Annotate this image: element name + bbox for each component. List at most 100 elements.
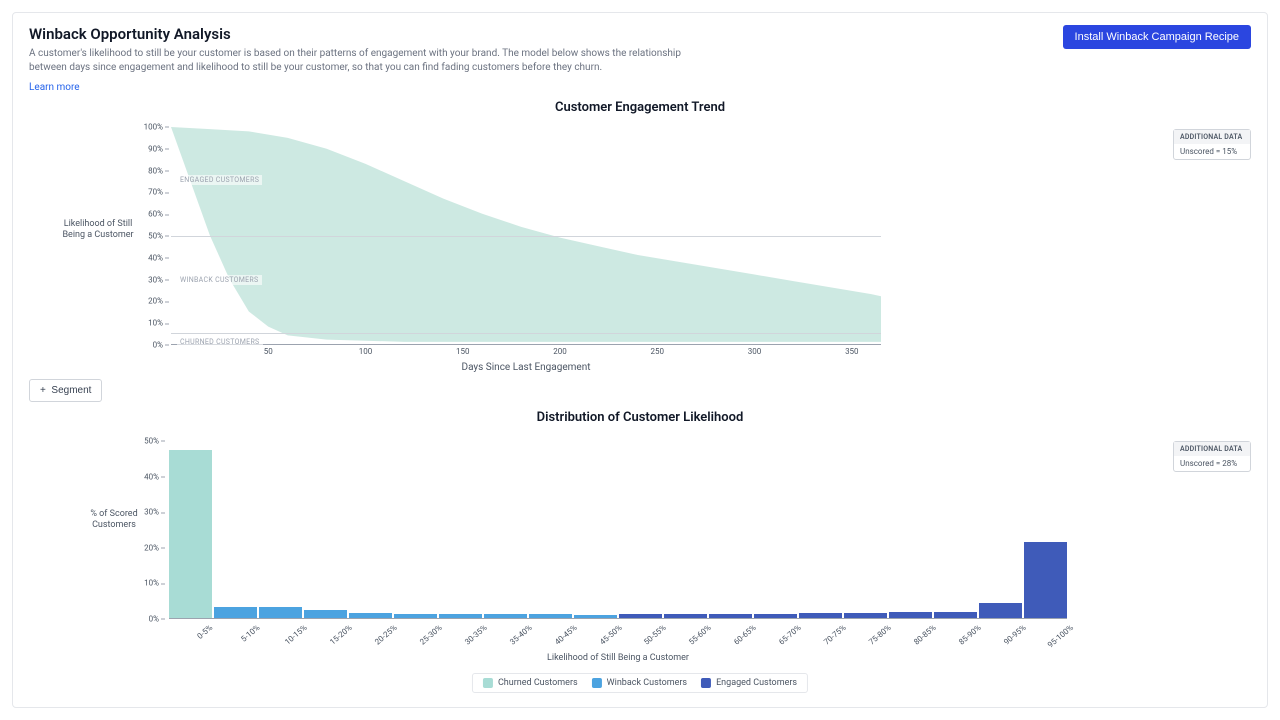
chart2-xtick: 30-35% (463, 623, 489, 647)
chart2-bar (169, 450, 212, 618)
legend-swatch (592, 678, 602, 688)
chart2-bar (304, 610, 347, 618)
chart1-ytick: 10% (148, 319, 169, 328)
chart1-title: Customer Engagement Trend (29, 100, 1251, 115)
chart2-bar (394, 614, 437, 618)
plus-icon: + (40, 385, 46, 396)
chart2-ytick: 50% (144, 437, 165, 446)
distribution-chart: % of Scored Customers 50%40%30%20%10%0% … (29, 431, 1251, 701)
chart2-bar (439, 614, 482, 618)
chart2-ytick: 20% (144, 543, 165, 552)
chart2-xtick: 85-90% (957, 623, 983, 647)
additional-data-body: Unscored = 28% (1174, 456, 1250, 471)
chart1-region-label: ENGAGED CUSTOMERS (177, 175, 262, 185)
chart2-xtick: 55-60% (687, 623, 713, 647)
chart2-bar (799, 613, 842, 618)
chart2-bar (349, 613, 392, 618)
chart1-ytick: 40% (148, 253, 169, 262)
chart1-xtick: 350 (845, 347, 859, 356)
chart2-bar (889, 612, 932, 618)
install-campaign-button[interactable]: Install Winback Campaign Recipe (1063, 25, 1251, 49)
chart1-ytick: 90% (148, 144, 169, 153)
chart1-xtick: 250 (651, 347, 665, 356)
chart1-refline (171, 333, 881, 334)
chart2-xtick: 20-25% (373, 623, 399, 647)
chart2-bar (259, 607, 302, 618)
chart2-bar (979, 603, 1022, 618)
chart2-ytick: 30% (144, 508, 165, 517)
chart2-xlabel: Likelihood of Still Being a Customer (169, 653, 1067, 663)
legend-item: Engaged Customers (701, 678, 797, 688)
header-row: Winback Opportunity Analysis A customer'… (29, 25, 1251, 94)
chart2-xtick: 5-10% (240, 623, 262, 644)
chart1-xtick: 300 (748, 347, 762, 356)
legend-label: Engaged Customers (716, 678, 797, 688)
legend-swatch (483, 678, 493, 688)
chart1-ytick: 20% (148, 297, 169, 306)
chart1-refline (171, 236, 881, 237)
chart2-bar (619, 614, 662, 618)
chart1-xlabel: Days Since Last Engagement (171, 362, 881, 373)
learn-more-link[interactable]: Learn more (29, 82, 80, 93)
chart1-region-label: WINBACK CUSTOMERS (177, 275, 262, 285)
chart1-xtick: 150 (456, 347, 470, 356)
chart2-xtick: 80-85% (912, 623, 938, 647)
chart1-yaxis: 100%90%80%70%60%50%40%30%20%10%0% (141, 127, 169, 345)
chart2-xtick: 25-30% (418, 623, 444, 647)
chart2-title: Distribution of Customer Likelihood (29, 410, 1251, 425)
chart2-bar (664, 614, 707, 618)
chart2-bar (214, 607, 257, 618)
chart2-xtick: 75-80% (867, 623, 893, 647)
chart2-bar (529, 614, 572, 618)
chart1-ytick: 50% (148, 232, 169, 241)
chart2-xtick: 0-5% (196, 623, 215, 641)
chart1-xaxis: 50 100 150 200 250 300 350 (171, 347, 881, 359)
chart2-xaxis: 0-5% 5-10% 10-15% 15-20% 20-25% 25-30% 30-35% 3… (169, 623, 1067, 653)
chart2-xtick: 90-95% (1002, 623, 1028, 647)
legend-swatch (701, 678, 711, 688)
chart2-xtick: 45-50% (598, 623, 624, 647)
chart1-plot: ENGAGED CUSTOMERS WINBACK CUSTOMERS CHURNE… (171, 127, 881, 345)
chart2-legend: Churned Customers Winback Customers Engage… (472, 673, 808, 693)
segment-button-label: Segment (51, 385, 91, 396)
chart2-xtick: 65-70% (777, 623, 803, 647)
chart1-region-label: CHURNED CUSTOMERS (177, 337, 263, 347)
chart2-xtick: 95-100% (1045, 623, 1074, 650)
chart1-ytick: 70% (148, 188, 169, 197)
chart2-ytick: 40% (144, 472, 165, 481)
chart2-xtick: 70-75% (822, 623, 848, 647)
additional-data-header: ADDITIONAL DATA (1174, 442, 1250, 456)
chart2-bar (754, 614, 797, 618)
chart2-xtick: 40-45% (553, 623, 579, 647)
chart1-xtick: 50 (264, 347, 273, 356)
chart2-bar (484, 614, 527, 618)
chart2-bar (934, 612, 977, 618)
segment-button[interactable]: + Segment (29, 379, 102, 402)
page-description: A customer's likelihood to still be your… (29, 47, 689, 74)
chart2-xtick: 10-15% (283, 623, 309, 647)
chart2-bar (1024, 542, 1067, 618)
chart2-ytick: 10% (144, 579, 165, 588)
chart1-additional-data: ADDITIONAL DATA Unscored = 15% (1173, 129, 1251, 160)
legend-label: Winback Customers (607, 678, 687, 688)
chart2-plot (169, 441, 1067, 619)
chart1-xtick: 100 (359, 347, 373, 356)
chart1-ytick: 30% (148, 275, 169, 284)
chart2-xtick: 50-55% (642, 623, 668, 647)
engagement-trend-chart: Likelihood of Still Being a Customer 100… (29, 123, 1251, 373)
chart2-yaxis: 50%40%30%20%10%0% (137, 441, 165, 619)
analysis-panel: Winback Opportunity Analysis A customer'… (12, 12, 1268, 708)
chart1-ytick: 100% (144, 123, 169, 132)
legend-item: Churned Customers (483, 678, 578, 688)
chart2-xtick: 15-20% (328, 623, 354, 647)
chart2-bar (709, 614, 752, 618)
chart2-xtick: 35-40% (508, 623, 534, 647)
chart2-xtick: 60-65% (732, 623, 758, 647)
chart1-ytick: 60% (148, 210, 169, 219)
chart1-xtick: 200 (553, 347, 567, 356)
chart1-area (171, 127, 881, 342)
chart2-additional-data: ADDITIONAL DATA Unscored = 28% (1173, 441, 1251, 472)
legend-item: Winback Customers (592, 678, 687, 688)
legend-label: Churned Customers (498, 678, 578, 688)
header-text: Winback Opportunity Analysis A customer'… (29, 25, 689, 94)
